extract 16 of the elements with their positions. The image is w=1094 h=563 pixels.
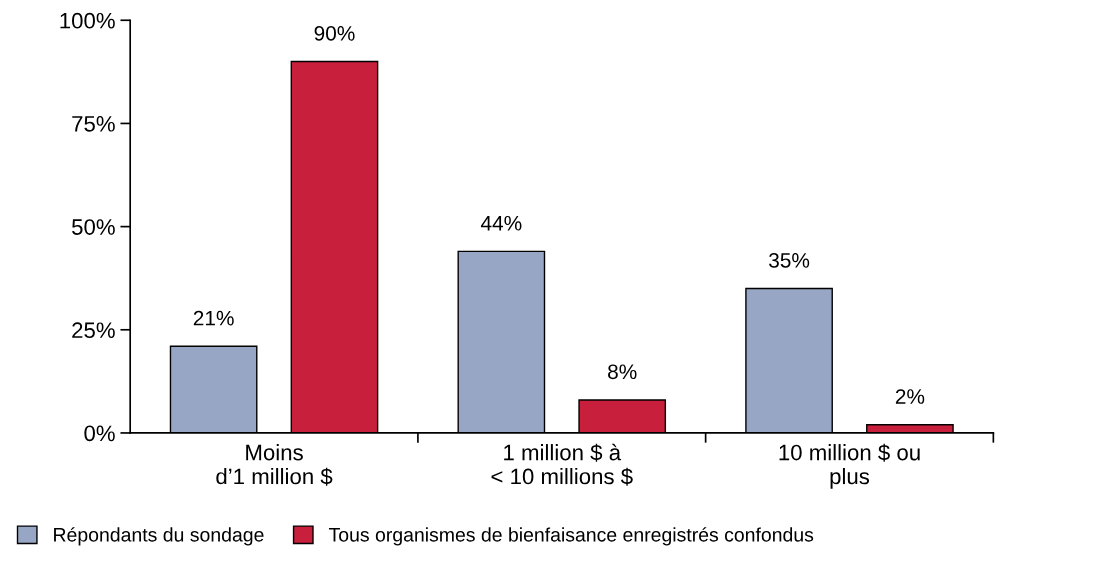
legend-label: Tous organismes de bienfaisance enregistrés confondus	[328, 527, 814, 546]
y-tick-label: 50%	[72, 219, 115, 235]
x-tick-label: 10 million $ ou plus	[779, 443, 920, 489]
data-label: 21%	[193, 310, 234, 326]
data-label: 8%	[608, 364, 637, 380]
x-tick-label: 1 million $ à < 10 millions $	[491, 443, 633, 486]
y-tick-label: 25%	[72, 322, 115, 339]
data-label: 90%	[314, 26, 355, 41]
legend-label: Répondants du sondage	[54, 527, 264, 546]
x-tick-label: Moins d’1 million $	[216, 444, 333, 486]
y-tick-label: 0%	[84, 425, 115, 442]
y-tick-label: 100%	[60, 12, 115, 29]
data-label: 35%	[769, 252, 810, 268]
data-label: 44%	[480, 215, 522, 231]
data-label: 2%	[895, 389, 925, 404]
y-tick-label: 75%	[72, 116, 115, 132]
